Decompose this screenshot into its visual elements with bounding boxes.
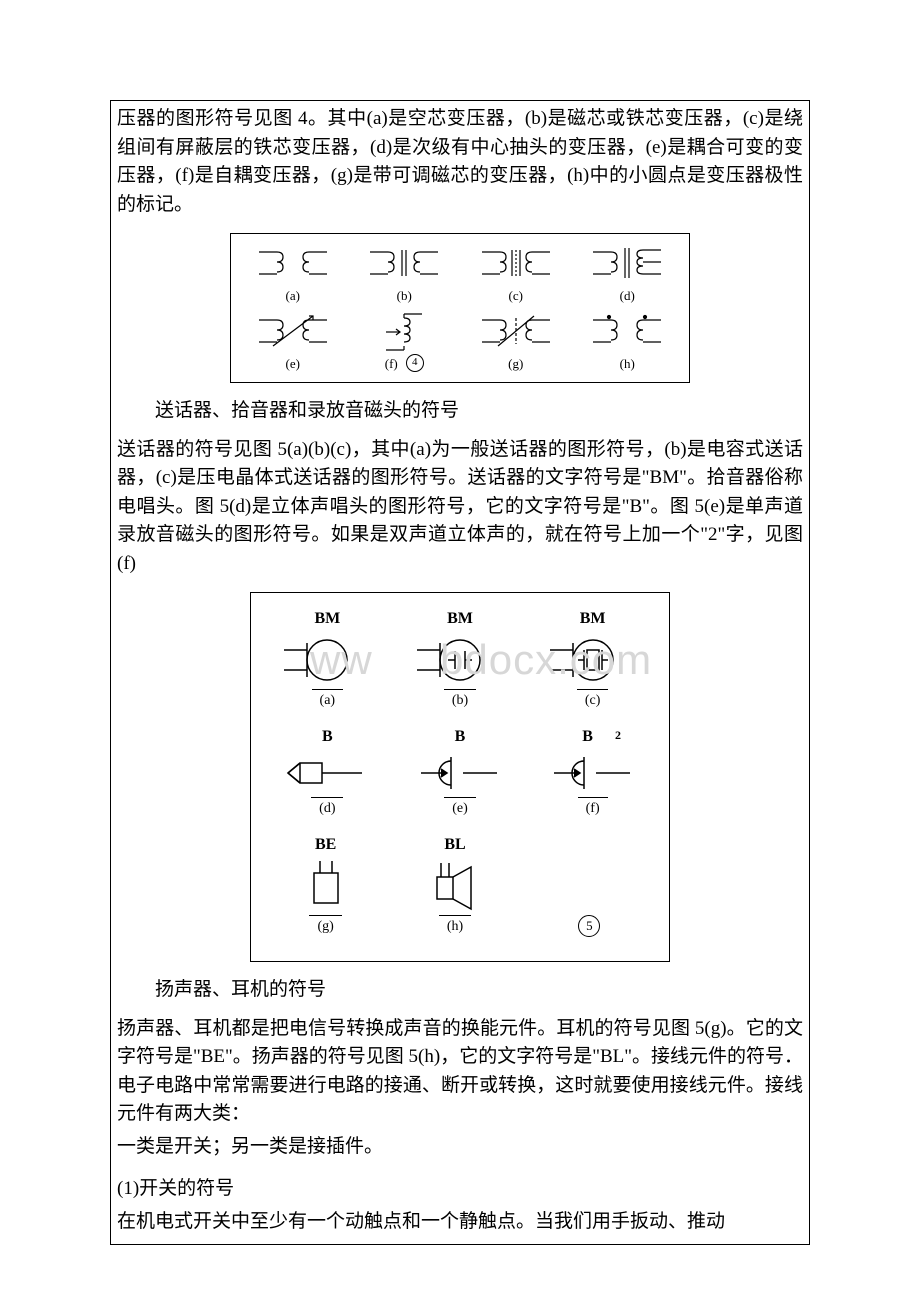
heading-2: 送话器、拾音器和录放音磁头的符号 xyxy=(117,397,803,426)
fig5-item-b: BM (b) xyxy=(415,607,505,711)
fig4-item-h: (h) xyxy=(572,308,684,376)
fig5-top-f-b: B xyxy=(582,728,593,745)
figure-5-number: 5 xyxy=(578,915,600,937)
fig4-item-e: (e) xyxy=(237,308,349,376)
fig4-label-h: (h) xyxy=(620,354,635,374)
fig4-item-a: (a) xyxy=(237,240,349,308)
figure-5-wrap: BM (a) BM xyxy=(250,592,670,962)
autotransformer-icon xyxy=(364,310,444,352)
paragraph-3b: 一类是开关；另一类是接插件。 xyxy=(117,1133,803,1162)
fig5-top-c: BM xyxy=(580,607,606,631)
fig5-label-g: (g) xyxy=(309,915,341,937)
fig5-item-c: BM (c) xyxy=(548,607,638,711)
fig5-label-h: (h) xyxy=(439,915,471,937)
transformer-adjustablecore-icon xyxy=(476,310,556,352)
fig5-label-f: (f) xyxy=(578,797,608,819)
fig5-row-2: B (d) xyxy=(261,725,659,819)
fig4-label-a: (a) xyxy=(286,286,300,306)
earphone-icon xyxy=(286,859,366,913)
transformer-centertap-icon xyxy=(587,242,667,284)
fig4-item-d: (d) xyxy=(572,240,684,308)
fig5-item-h: BL (h) xyxy=(415,833,495,937)
document-page: 压器的图形符号见图 4。其中(a)是空芯变压器，(b)是磁芯或铁芯变压器，(c)… xyxy=(0,0,920,1302)
fig4-item-g: (g) xyxy=(460,308,572,376)
fig4-label-f: (f) xyxy=(385,354,398,374)
paragraph-4a: (1)开关的符号 xyxy=(117,1175,803,1204)
fig5-item-num: 5 xyxy=(544,915,634,937)
fig4-label-b: (b) xyxy=(397,286,412,306)
fig5-item-a: BM (a) xyxy=(282,607,372,711)
fig4-label-d: (d) xyxy=(620,286,635,306)
speaker-icon xyxy=(415,859,495,913)
transformer-polarity-icon xyxy=(587,310,667,352)
fig5-row-3: BE (g) BL xyxy=(261,833,659,937)
fig5-label-c: (c) xyxy=(577,689,609,711)
fig4-item-f: (f) 4 xyxy=(349,308,461,376)
transformer-aircore-icon xyxy=(253,242,333,284)
paragraph-2: 送话器的符号见图 5(a)(b)(c)，其中(a)为一般送话器的图形符号，(b)… xyxy=(117,436,803,579)
fig5-top-e: B xyxy=(455,725,466,749)
fig4-item-b: (b) xyxy=(349,240,461,308)
transformer-variable-icon xyxy=(253,310,333,352)
fig5-top-b: BM xyxy=(447,607,473,631)
heading-3: 扬声器、耳机的符号 xyxy=(117,976,803,1005)
fig4-label-e: (e) xyxy=(286,354,300,374)
figure-4-number: 4 xyxy=(406,354,424,372)
fig5-label-e: (e) xyxy=(444,797,476,819)
tape-head-mono-icon xyxy=(415,751,505,795)
content-cell: 压器的图形符号见图 4。其中(a)是空芯变压器，(b)是磁芯或铁芯变压器，(c)… xyxy=(111,101,809,1244)
tape-head-stereo-icon xyxy=(548,751,638,795)
fig5-item-e: B (e) xyxy=(415,725,505,819)
fig5-item-d: B (d) xyxy=(282,725,372,819)
paragraph-4b: 在机电式开关中至少有一个动触点和一个静触点。当我们用手扳动、推动 xyxy=(117,1208,803,1237)
fig5-label-d: (d) xyxy=(311,797,343,819)
fig5-label-b: (b) xyxy=(444,689,476,711)
fig5-top-d: B xyxy=(322,725,333,749)
fig5-top-h: BL xyxy=(444,833,465,857)
fig5-top-g: BE xyxy=(315,833,336,857)
figure-4: (a) (b) xyxy=(230,233,690,383)
pickup-stereo-icon xyxy=(282,751,372,795)
fig5-label-a: (a) xyxy=(312,689,344,711)
microphone-capacitor-icon xyxy=(415,633,505,687)
fig4-item-c: (c) xyxy=(460,240,572,308)
fig4-label-c: (c) xyxy=(509,286,523,306)
fig5-item-g: BE (g) xyxy=(286,833,366,937)
fig5-item-f: B 2 xyxy=(548,725,638,819)
microphone-general-icon xyxy=(282,633,372,687)
fig5-top-f-2: 2 xyxy=(615,728,621,742)
microphone-piezo-icon xyxy=(548,633,638,687)
transformer-shielded-icon xyxy=(476,242,556,284)
fig5-row-1: BM (a) BM xyxy=(261,607,659,711)
paragraph-1: 压器的图形符号见图 4。其中(a)是空芯变压器，(b)是磁芯或铁芯变压器，(c)… xyxy=(117,105,803,219)
fig4-label-g: (g) xyxy=(508,354,523,374)
figure-5: BM (a) BM xyxy=(250,592,670,962)
fig5-top-f: B 2 xyxy=(582,725,603,749)
content-border: 压器的图形符号见图 4。其中(a)是空芯变压器，(b)是磁芯或铁芯变压器，(c)… xyxy=(110,100,810,1245)
transformer-ironcore-icon xyxy=(364,242,444,284)
fig5-top-a: BM xyxy=(314,607,340,631)
paragraph-3a: 扬声器、耳机都是把电信号转换成声音的换能元件。耳机的符号见图 5(g)。它的文字… xyxy=(117,1015,803,1129)
